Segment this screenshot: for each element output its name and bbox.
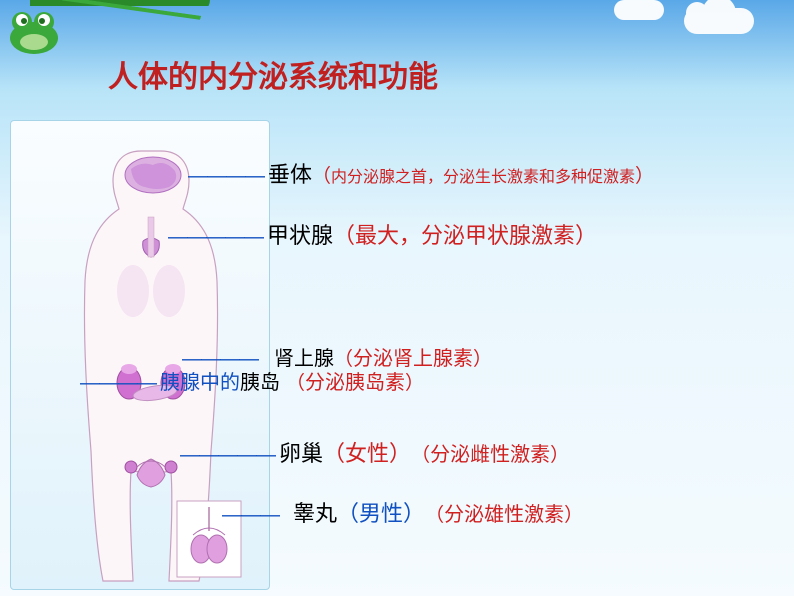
paren: （ xyxy=(312,161,331,188)
leader-line: ———— xyxy=(80,372,156,395)
paren: ） xyxy=(564,500,583,527)
leader-line: ——— xyxy=(222,504,279,527)
paren: ） xyxy=(473,344,492,371)
gland-prefix: 胰腺中的 xyxy=(160,366,240,395)
paren: ） xyxy=(405,368,424,395)
paren: ） xyxy=(635,161,654,188)
gland-desc: 分泌雌性激素 xyxy=(430,438,550,467)
gland-desc: 分泌胰岛素 xyxy=(305,366,405,395)
gland-sex: 女性 xyxy=(345,436,389,468)
label-layer: ———— 垂体 （ 内分泌腺之首，分泌生长激素和多种促激素 ） ————— 甲状… xyxy=(10,120,790,590)
paren: （ xyxy=(411,440,430,467)
gland-name: 胰岛 xyxy=(240,366,280,395)
gland-sex: 男性 xyxy=(359,496,403,528)
label-islets: ———— 胰腺中的 胰岛 （ 分泌胰岛素 ） xyxy=(80,366,424,395)
paren: （ xyxy=(286,368,305,395)
leader-line: ———— xyxy=(188,165,264,188)
label-ovary: ————— 卵巢 （ 女性 ） （ 分泌雌性激素 ） xyxy=(180,436,569,468)
paren: ） xyxy=(550,440,569,467)
cloud-decor xyxy=(684,8,754,34)
gland-name: 垂体 xyxy=(268,157,312,189)
page-title: 人体的内分泌系统和功能 xyxy=(108,52,438,96)
paren: ） xyxy=(403,496,425,528)
label-testis: ——— 睾丸 （ 男性 ） （ 分泌雄性激素 ） xyxy=(222,496,583,528)
gland-desc: 最大，分泌甲状腺激素 xyxy=(355,218,575,250)
paren: （ xyxy=(323,436,345,468)
paren: ） xyxy=(575,218,597,250)
paren: ） xyxy=(389,436,411,468)
cloud-decor xyxy=(614,0,664,20)
frog-decor xyxy=(0,0,80,60)
leader-line: ————— xyxy=(180,444,275,467)
label-pituitary: ———— 垂体 （ 内分泌腺之首，分泌生长激素和多种促激素 ） xyxy=(188,157,654,189)
gland-name: 睾丸 xyxy=(293,496,337,528)
label-thyroid: ————— 甲状腺 （ 最大，分泌甲状腺激素 ） xyxy=(168,218,597,250)
gland-desc: 内分泌腺之首，分泌生长激素和多种促激素 xyxy=(331,163,635,187)
gland-name: 甲状腺 xyxy=(267,218,333,250)
paren: （ xyxy=(337,496,359,528)
paren: （ xyxy=(425,500,444,527)
paren: （ xyxy=(333,218,355,250)
gland-desc: 分泌雄性激素 xyxy=(444,498,564,527)
leader-line: ————— xyxy=(168,226,263,249)
gland-name: 卵巢 xyxy=(279,436,323,468)
